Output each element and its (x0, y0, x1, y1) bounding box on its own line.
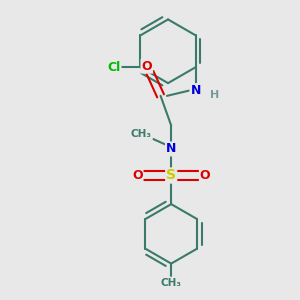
Text: Cl: Cl (107, 61, 121, 74)
Text: N: N (166, 142, 176, 155)
Text: O: O (142, 60, 152, 73)
Text: S: S (166, 169, 176, 182)
Text: CH₃: CH₃ (161, 278, 182, 288)
Text: N: N (190, 84, 201, 97)
Text: O: O (132, 169, 142, 182)
Text: H: H (210, 90, 219, 100)
Text: CH₃: CH₃ (131, 129, 152, 139)
Text: O: O (200, 169, 211, 182)
